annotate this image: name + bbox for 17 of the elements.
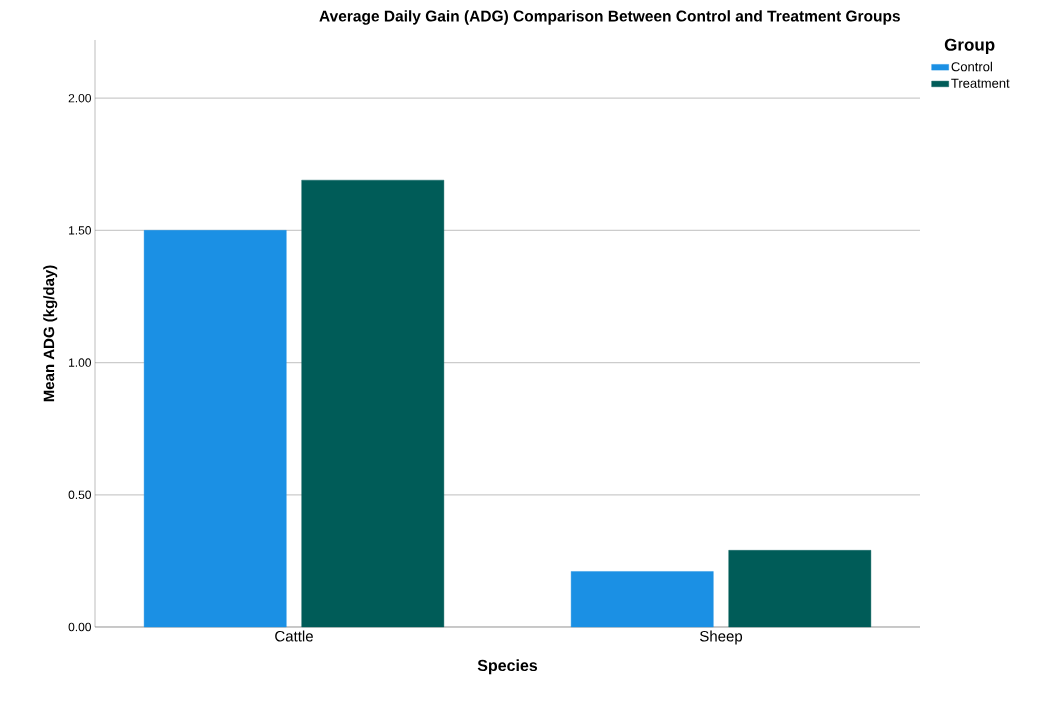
- legend-title: Group: [944, 38, 995, 55]
- chart-title: Average Daily Gain (ADG) Comparison Between Control and Treatment Groups: [319, 10, 900, 25]
- y-tick-label: 2.00: [68, 93, 92, 103]
- legend-label: Control: [951, 61, 992, 72]
- bar: [143, 230, 287, 628]
- y-tick-label: 0.00: [68, 622, 92, 632]
- legend-label: Treatment: [951, 78, 1010, 88]
- bar: [301, 179, 445, 628]
- x-tick-label: Cattle: [275, 630, 313, 642]
- bar: [728, 550, 872, 628]
- y-tick-label: 1.00: [69, 358, 92, 367]
- x-axis-title: Species: [477, 659, 538, 675]
- y-tick-label: 0.50: [68, 490, 92, 500]
- x-tick-label: Sheep: [700, 630, 743, 645]
- y-tick-label: 1.50: [69, 226, 92, 235]
- y-axis-title: Mean ADG (kg/day): [43, 265, 58, 402]
- bar: [570, 571, 714, 628]
